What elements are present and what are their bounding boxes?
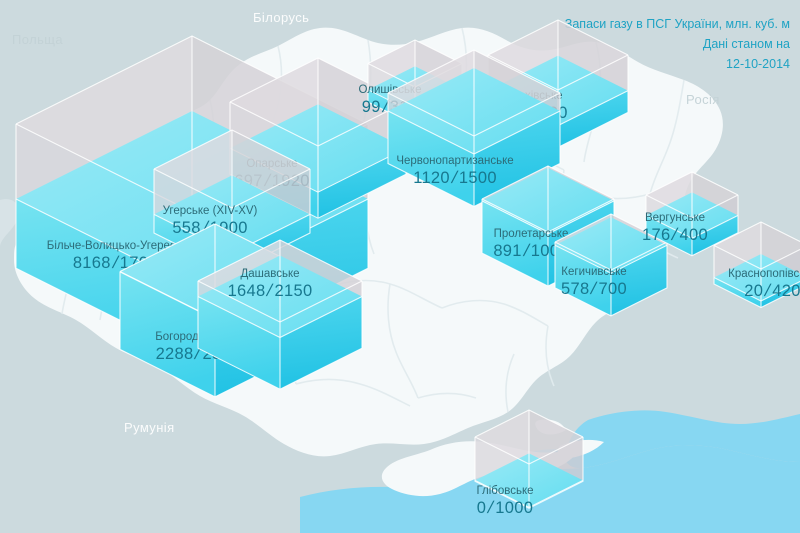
cube-edge-outline bbox=[474, 436, 584, 509]
storage-cube-verhunske[interactable] bbox=[644, 170, 740, 258]
cube-fill-face-right bbox=[474, 110, 560, 207]
chart-title-block: Запаси газу в ПСГ України, млн. куб. м Д… bbox=[565, 14, 790, 74]
cube-fill-face-left bbox=[198, 296, 280, 390]
cube-edge-top bbox=[645, 171, 739, 196]
cube-fill-face-right bbox=[318, 148, 406, 219]
land-neighbours bbox=[0, 199, 20, 246]
sea-azov bbox=[564, 410, 800, 469]
chart-title: Запаси газу в ПСГ України, млн. куб. м bbox=[564, 17, 790, 31]
cube-fill-face-right bbox=[280, 296, 362, 390]
cube-fill-face-right bbox=[558, 90, 628, 148]
cube-empty-top-right bbox=[529, 409, 583, 464]
cube-fill-face-right bbox=[761, 281, 800, 308]
chart-subtitle: Дані станом на bbox=[702, 37, 790, 51]
cube-fill-face-left bbox=[646, 215, 692, 256]
cube-fill-face-left bbox=[555, 245, 611, 316]
storage-cube-proletarske[interactable] bbox=[480, 164, 616, 288]
cube-fill-surface bbox=[714, 253, 800, 301]
storage-cube-krasnopopivske[interactable] bbox=[712, 220, 800, 310]
cube-fill-level-line bbox=[713, 277, 800, 302]
cube-fill-level-line bbox=[387, 110, 561, 155]
cube-fill-face-left bbox=[714, 277, 761, 308]
cube-fill-face-right bbox=[611, 245, 667, 316]
cube-fill-face-left bbox=[120, 271, 215, 397]
cube-empty-top-left bbox=[714, 221, 761, 269]
cube-empty-top-right bbox=[761, 221, 800, 269]
storage-cube-chervonopartyzanske[interactable] bbox=[386, 48, 562, 209]
cube-fill-face-left bbox=[482, 200, 548, 287]
cube-fill-level-line bbox=[645, 214, 739, 240]
cube-fill-face-right bbox=[692, 215, 738, 256]
cube-fill-level-line bbox=[197, 296, 363, 339]
cube-fill-face-left bbox=[388, 110, 474, 207]
cube-fill-level-line bbox=[554, 244, 668, 274]
cube-fill-level-line bbox=[481, 200, 615, 235]
storage-cube-hlibovske[interactable] bbox=[473, 408, 585, 510]
cube-empty-top-left bbox=[475, 409, 529, 464]
cube-edge-top bbox=[487, 19, 629, 56]
cube-fill-level-line bbox=[474, 479, 584, 509]
storage-cube-kehychivske[interactable] bbox=[553, 212, 669, 318]
storage-cube-dashavske[interactable] bbox=[196, 238, 364, 391]
chart-date: 12-10-2014 bbox=[726, 57, 790, 71]
cube-edge-top bbox=[197, 239, 363, 282]
cube-edge-top bbox=[713, 221, 800, 246]
